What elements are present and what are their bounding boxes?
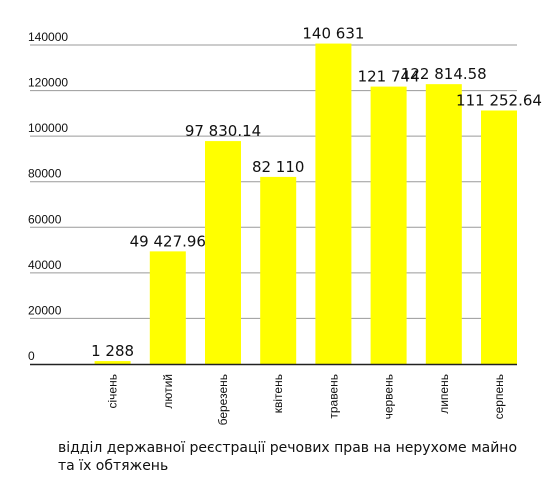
data-label: 49 427.96 (130, 232, 206, 250)
x-tick-label: квітень (271, 374, 285, 413)
data-label: 82 110 (252, 158, 305, 176)
data-label: 122 814.58 (401, 65, 487, 83)
y-tick-label: 120000 (28, 76, 68, 90)
bar-квітень (260, 176, 297, 364)
bar-серпень (481, 110, 517, 364)
bar-січень (94, 361, 131, 364)
x-tick-label: січень (106, 374, 120, 408)
bars (94, 43, 517, 365)
x-tick-label: липень (437, 374, 451, 414)
bar-травень (315, 43, 352, 364)
bar-липень (425, 84, 462, 365)
y-tick-label: 140000 (28, 30, 68, 44)
y-tick-label: 20000 (28, 303, 62, 317)
data-label: 97 830.14 (185, 122, 261, 140)
x-tick-label: лютий (161, 374, 175, 409)
x-tick-label: березень (216, 374, 230, 425)
bar-червень (370, 86, 407, 365)
chart-caption: відділ державної реєстрації речових прав… (58, 440, 518, 474)
data-label: 121 744 (358, 68, 420, 86)
y-tick-label: 100000 (28, 121, 68, 135)
data-labels: 1 288 49 427.96 97 830.14 82 110 140 631 121 … (91, 25, 542, 361)
bar-березень (205, 141, 241, 364)
data-label: 111 252.64 (456, 92, 542, 110)
bar-лютий (149, 251, 186, 364)
x-tick-label: серпень (492, 374, 506, 419)
y-tick-label: 80000 (28, 167, 62, 181)
y-axis-tick-labels: 0 20000 40000 60000 80000 100000 120000 140000 (28, 30, 68, 363)
y-tick-label: 60000 (28, 212, 62, 226)
y-tick-label: 0 (28, 349, 35, 363)
x-tick-label: травень (326, 374, 340, 419)
x-tick-label: червень (382, 374, 396, 419)
x-axis-tick-labels: січень лютий березень квітень травень червень… (106, 374, 506, 425)
data-label: 140 631 (302, 25, 364, 43)
data-label: 1 288 (91, 342, 134, 360)
y-tick-label: 40000 (28, 258, 62, 272)
